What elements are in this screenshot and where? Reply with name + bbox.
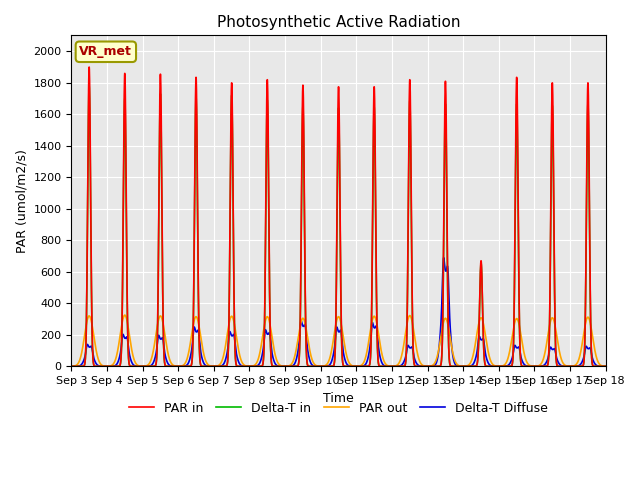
Line: PAR out: PAR out [72,315,605,366]
PAR in [319,363,326,369]
Y-axis label: PAR (umol/m2/s): PAR (umol/m2/s) [15,149,28,253]
Title: Photosynthetic Active Radiation: Photosynthetic Active Radiation [217,15,460,30]
Delta-T Diffuse [429,363,436,369]
PAR in [489,363,497,369]
PAR out [495,363,503,369]
Line: Delta-T Diffuse: Delta-T Diffuse [72,258,605,366]
Delta-T in [68,363,76,369]
PAR out [602,363,609,369]
Delta-T Diffuse [68,363,76,369]
PAR in [460,363,467,369]
Text: VR_met: VR_met [79,45,132,58]
Delta-T in [458,363,466,369]
Delta-T Diffuse [531,363,538,369]
PAR out [602,363,609,369]
Delta-T Diffuse [319,363,326,369]
Line: Delta-T in: Delta-T in [72,86,605,366]
PAR in [429,363,436,369]
Delta-T Diffuse [164,360,172,365]
PAR in [602,363,609,369]
PAR in [164,363,172,369]
Delta-T in [602,363,609,369]
PAR out [121,312,129,318]
PAR out [489,361,497,367]
Delta-T Diffuse [440,255,447,261]
X-axis label: Time: Time [323,392,354,405]
PAR out [319,363,326,369]
Delta-T in [164,363,172,369]
Legend: PAR in, Delta-T in, PAR out, Delta-T Diffuse: PAR in, Delta-T in, PAR out, Delta-T Dif… [125,396,552,420]
PAR out [458,363,466,369]
Delta-T in [319,363,326,369]
PAR out [164,348,172,354]
PAR in [602,363,609,369]
Delta-T in [85,83,93,89]
Delta-T Diffuse [602,363,609,369]
PAR out [429,362,436,368]
PAR in [85,64,93,70]
Delta-T Diffuse [458,363,466,369]
PAR in [68,363,76,369]
PAR in [458,363,466,369]
Delta-T in [429,363,436,369]
Delta-T in [602,363,609,369]
Delta-T in [489,363,497,369]
Line: PAR in: PAR in [72,67,605,366]
Delta-T Diffuse [602,363,609,369]
PAR out [68,363,76,369]
Delta-T Diffuse [489,363,497,369]
Delta-T in [460,363,467,369]
